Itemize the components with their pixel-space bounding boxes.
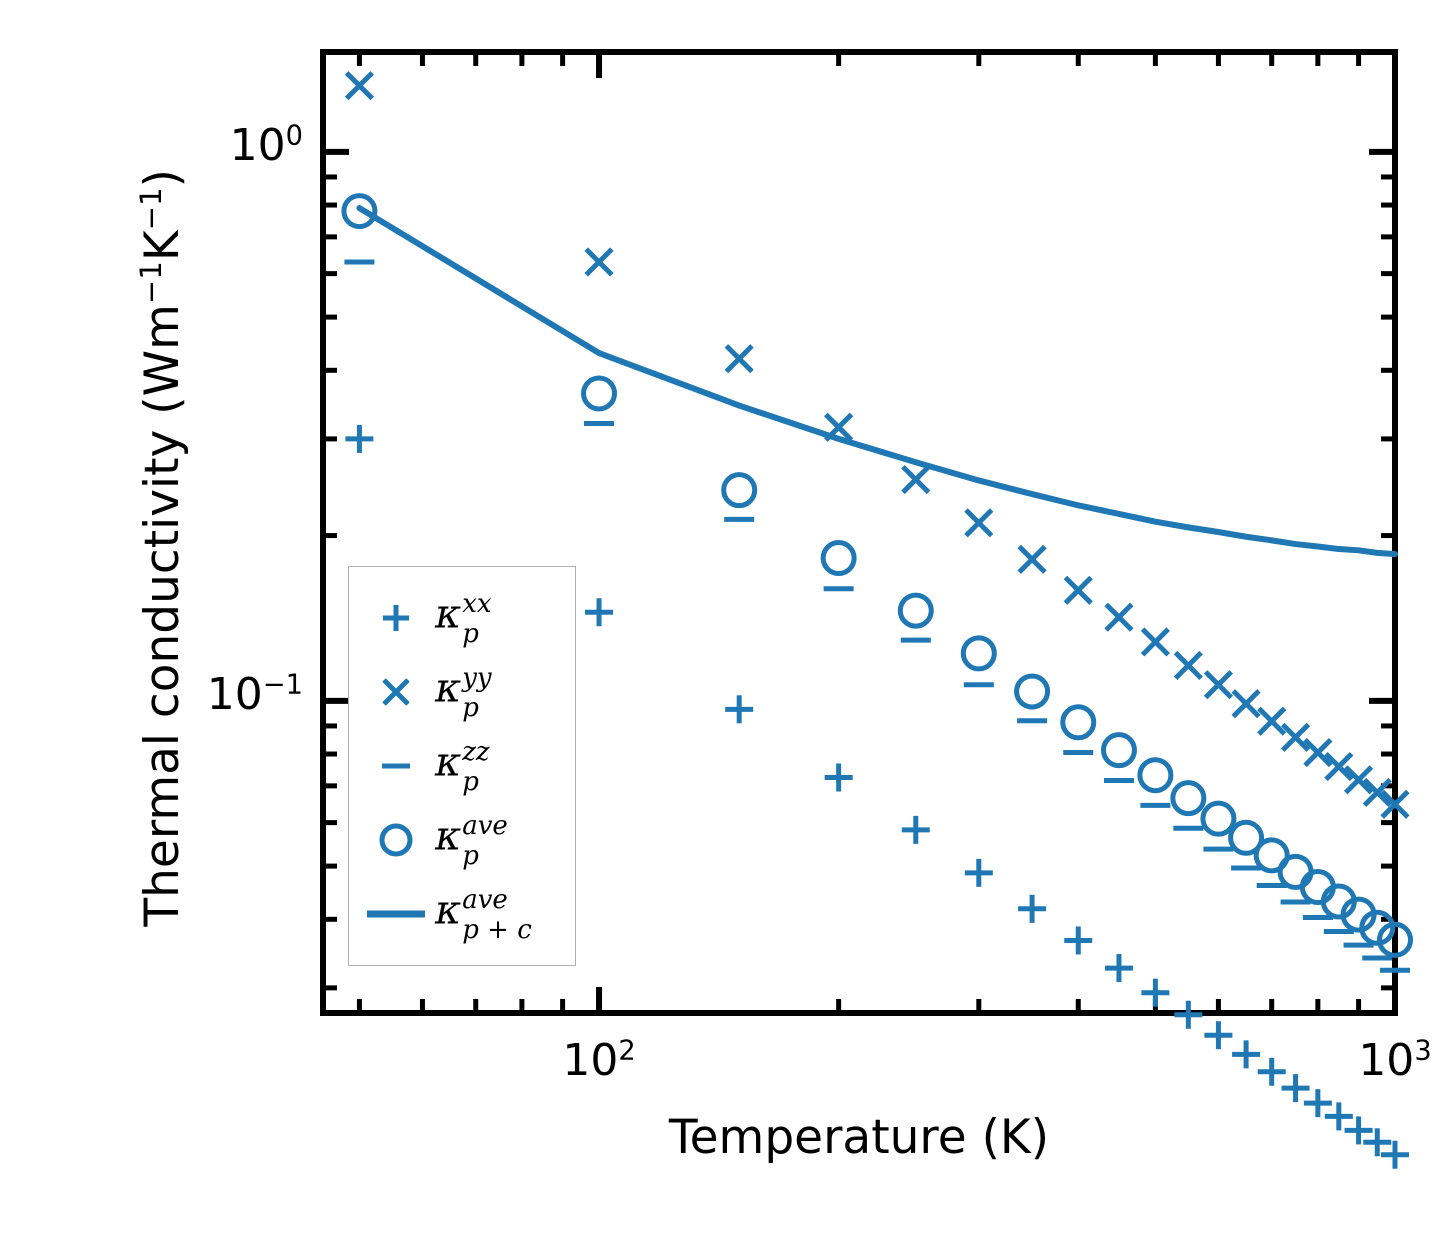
chart-legend: κ xx p κ yy p κ zz p κ ave p κ ave p + c bbox=[348, 566, 576, 966]
legend-item-3[interactable]: κ ave p bbox=[349, 803, 575, 877]
legend-kappa-symbol: κ bbox=[435, 887, 462, 934]
legend-item-0[interactable]: κ xx p bbox=[349, 581, 575, 655]
axis-ticks bbox=[323, 52, 1398, 1013]
legend-marker-plus-icon bbox=[357, 595, 435, 641]
legend-kappa-symbol: κ bbox=[435, 665, 462, 712]
legend-label-3: κ ave p bbox=[435, 812, 508, 869]
x-tick-1-exp: 3 bbox=[1414, 1035, 1432, 1067]
x-tick-0-exp: 2 bbox=[618, 1035, 636, 1067]
y-tick-1-exp: −1 bbox=[262, 669, 303, 701]
legend-sup-sub: zz p bbox=[462, 739, 489, 795]
legend-subscript-0: p bbox=[462, 619, 479, 649]
legend-sup-sub: xx p bbox=[462, 591, 491, 647]
x-tick-0-base: 10 bbox=[562, 1035, 619, 1086]
series-kappa_p^ave bbox=[341, 193, 1413, 958]
legend-superscript-0: xx bbox=[462, 589, 492, 619]
legend-kappa-symbol: κ bbox=[435, 813, 462, 860]
y-tick-1-base: 10 bbox=[206, 668, 263, 720]
x-tick-1-base: 10 bbox=[1358, 1035, 1415, 1086]
legend-marker-cross-icon bbox=[357, 669, 435, 715]
legend-superscript-3: ave bbox=[462, 811, 508, 841]
legend-sup-sub: ave p + c bbox=[462, 887, 532, 943]
legend-kappa-symbol: κ bbox=[435, 739, 462, 786]
y-tick-label-1e0: 100 bbox=[93, 120, 303, 171]
legend-superscript-1: yy bbox=[462, 663, 492, 693]
legend-subscript-2: p bbox=[462, 767, 479, 797]
legend-item-4[interactable]: κ ave p + c bbox=[349, 877, 575, 951]
series-kappa_p^zz bbox=[344, 259, 1410, 973]
axes-frame bbox=[320, 49, 1398, 1016]
legend-label-4: κ ave p + c bbox=[435, 886, 532, 943]
legend-label-0: κ xx p bbox=[435, 590, 492, 647]
legend-marker-line-icon bbox=[357, 891, 435, 937]
y-tick-label-1e-1: 10−1 bbox=[93, 669, 303, 720]
legend-label-2: κ zz p bbox=[435, 738, 490, 795]
x-tick-label-1e2: 102 bbox=[479, 1035, 719, 1086]
legend-label-1: κ yy p bbox=[435, 664, 492, 721]
legend-sup-sub: ave p bbox=[462, 813, 508, 869]
y-tick-0-base: 10 bbox=[229, 119, 286, 171]
x-tick-label-1e3: 103 bbox=[1275, 1035, 1454, 1086]
series-kappa_p^yy bbox=[344, 71, 1410, 819]
legend-kappa-symbol: κ bbox=[435, 591, 462, 638]
series-kappa_p^xx bbox=[345, 424, 1409, 1169]
legend-marker-circle-icon bbox=[357, 817, 435, 863]
legend-subscript-1: p bbox=[462, 693, 479, 723]
legend-item-2[interactable]: κ zz p bbox=[349, 729, 575, 803]
legend-marker-dash-icon bbox=[357, 743, 435, 789]
legend-superscript-2: zz bbox=[462, 737, 490, 767]
legend-subscript-3: p bbox=[462, 841, 479, 871]
series-kappa_p+c^ave bbox=[356, 205, 1398, 558]
y-tick-0-exp: 0 bbox=[285, 120, 303, 152]
legend-superscript-4: ave bbox=[462, 885, 508, 915]
x-axis-title: Temperature (K) bbox=[668, 1110, 1050, 1165]
legend-sup-sub: yy p bbox=[462, 665, 491, 721]
legend-item-1[interactable]: κ yy p bbox=[349, 655, 575, 729]
legend-subscript-4: p + c bbox=[462, 915, 532, 945]
